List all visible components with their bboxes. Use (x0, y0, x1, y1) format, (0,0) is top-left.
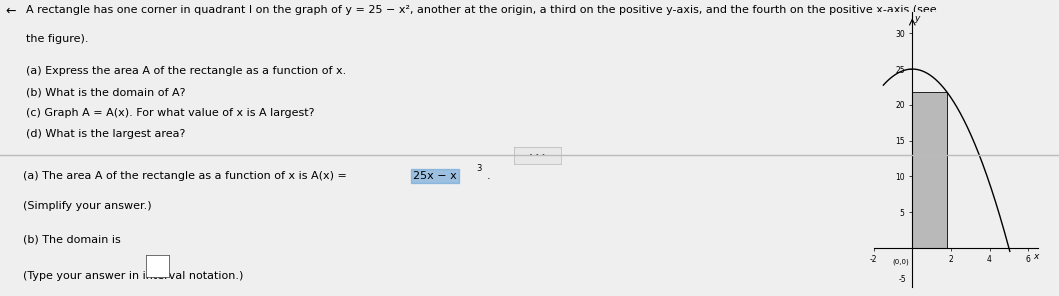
Text: (a) The area A of the rectangle as a function of x is A(x) =: (a) The area A of the rectangle as a fun… (23, 171, 351, 181)
Text: 3: 3 (477, 164, 482, 173)
Text: -5: -5 (899, 276, 907, 284)
Text: (Simplify your answer.): (Simplify your answer.) (23, 201, 151, 211)
Text: (c) Graph A = A(x). For what value of x is A largest?: (c) Graph A = A(x). For what value of x … (26, 108, 315, 118)
Text: (Type your answer in interval notation.): (Type your answer in interval notation.) (23, 271, 244, 281)
Text: 25x − x: 25x − x (413, 171, 456, 181)
Text: (0,0): (0,0) (893, 258, 910, 265)
Text: (d) What is the largest area?: (d) What is the largest area? (26, 129, 185, 139)
Text: (b) The domain is: (b) The domain is (23, 235, 121, 245)
Text: • • •: • • • (530, 153, 545, 159)
Text: .: . (487, 171, 490, 181)
Text: A rectangle has one corner in quadrant I on the graph of y = 25 − x², another at: A rectangle has one corner in quadrant I… (26, 5, 937, 15)
Bar (912, 92, 947, 248)
Text: x: x (1034, 252, 1039, 261)
Text: the figure).: the figure). (26, 34, 89, 44)
Text: (b) What is the domain of A?: (b) What is the domain of A? (26, 88, 186, 98)
Text: (a) Express the area A of the rectangle as a function of x.: (a) Express the area A of the rectangle … (26, 66, 346, 76)
Text: ←: ← (5, 5, 16, 18)
Text: y: y (914, 15, 920, 23)
